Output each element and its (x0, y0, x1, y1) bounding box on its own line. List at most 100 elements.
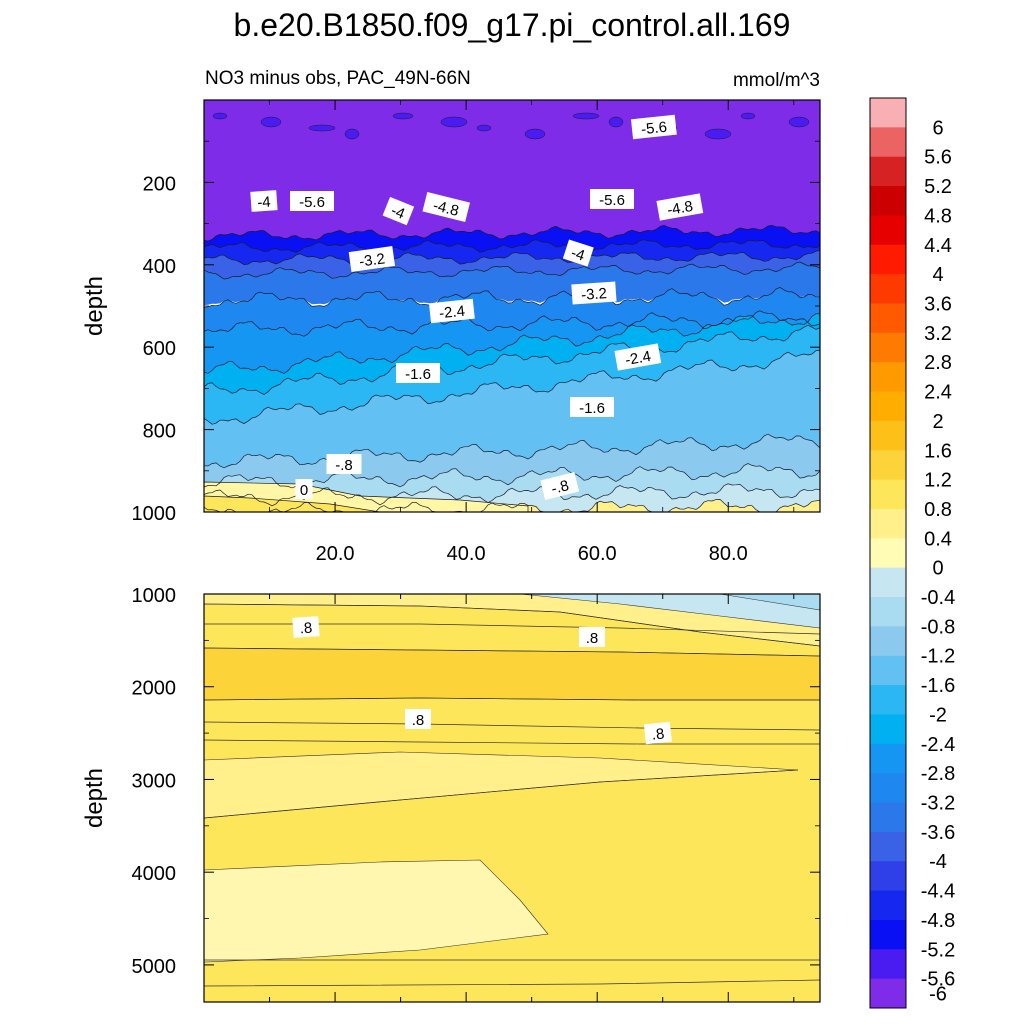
colorbar-label: 4.4 (924, 235, 952, 257)
colorbar-swatch (870, 714, 906, 745)
contour-line (203, 349, 821, 425)
colorbar-swatch (870, 773, 906, 804)
top-contour-fill (203, 100, 820, 513)
contour-band (204, 287, 820, 337)
contour-line (203, 721, 821, 731)
colorbar-swatch (870, 919, 906, 950)
contour-label: -.8 (326, 454, 362, 474)
svg-text:-4: -4 (569, 244, 587, 264)
contour-label: -3.2 (571, 281, 617, 305)
contour-label: -4 (382, 196, 415, 226)
svg-text:-3.2: -3.2 (581, 285, 608, 304)
svg-text:-4: -4 (388, 202, 407, 223)
contour-label: .8 (579, 627, 605, 647)
contour-band (203, 859, 549, 963)
y-tick-label: 3000 (132, 770, 177, 792)
colorbar-swatch (870, 186, 906, 216)
colorbar-label: -1.6 (921, 675, 955, 697)
bottom-axis-ticks: 1000 2000 3000 4000 5000 (132, 585, 820, 1002)
contour-label: -.8 (540, 472, 580, 500)
colorbar-swatch (870, 303, 906, 334)
contour-line (203, 239, 821, 253)
colorbar-label: -2 (929, 704, 947, 726)
contour-speckle (440, 116, 468, 128)
contour-band (204, 310, 820, 374)
svg-text:0: 0 (300, 482, 308, 499)
colorbar-swatch (870, 831, 906, 862)
colorbar-swatch (870, 861, 906, 892)
contour-label: -4.8 (422, 192, 471, 223)
svg-text:.8: .8 (586, 630, 599, 647)
x-tick-label: 60.0 (578, 543, 617, 565)
y-tick-label: 2000 (132, 678, 177, 700)
contour-label: -5.6 (630, 114, 677, 140)
contour-line (203, 739, 820, 745)
contour-line (203, 324, 821, 395)
contour-speckle (740, 112, 756, 120)
contour-band (204, 250, 820, 279)
colorbar-swatch (870, 890, 906, 921)
colorbar-swatch (870, 215, 906, 246)
contour-line (203, 261, 821, 280)
y-tick-label: 1000 (132, 585, 177, 607)
svg-text:-5.6: -5.6 (640, 119, 667, 139)
colorbar-label: 4.8 (924, 205, 952, 227)
colorbar-label: 0.8 (924, 499, 952, 521)
contour-band (204, 313, 820, 395)
colorbar-swatch (870, 362, 906, 393)
colorbar-label: -2.8 (921, 763, 955, 785)
svg-text:-3.2: -3.2 (358, 250, 386, 270)
svg-text:-5.6: -5.6 (599, 192, 625, 209)
svg-text:-1.6: -1.6 (405, 366, 431, 383)
contour-label: -2.4 (614, 343, 662, 371)
colorbar-swatch (870, 156, 906, 187)
colorbar-label: -3.2 (921, 793, 955, 815)
contour-speckle (260, 116, 282, 128)
colorbar-label: -3.6 (921, 822, 955, 844)
contour-label: -3.2 (348, 246, 396, 272)
contour-line (203, 287, 821, 308)
colorbar-label: 4 (932, 264, 943, 286)
colorbar-label: -5.6 (921, 969, 955, 991)
colorbar-swatch (870, 244, 906, 275)
colorbar-label: 2.8 (924, 352, 952, 374)
svg-text:-2.4: -2.4 (624, 348, 652, 369)
y-tick-label: 200 (143, 173, 176, 195)
colorbar-label: -2.4 (921, 734, 955, 756)
svg-text:-1.6: -1.6 (579, 400, 605, 417)
colorbar-label: -4 (929, 851, 947, 873)
contour-label: -4 (562, 239, 594, 267)
colorbar-swatch (870, 802, 906, 833)
contour-label: -5.6 (590, 189, 634, 209)
colorbar-label: 5.2 (924, 176, 952, 198)
colorbar-swatch (870, 508, 906, 539)
svg-text:-.8: -.8 (550, 477, 571, 498)
contour-line (203, 313, 821, 374)
contour-speckle (212, 112, 228, 120)
contour-band (204, 350, 820, 468)
colorbar-swatch (870, 450, 906, 481)
contour-label: -5.6 (290, 191, 334, 211)
subtitle-right: mmol/m^3 (733, 70, 820, 91)
contour-band (204, 434, 820, 488)
colorbar-swatch (870, 685, 906, 715)
contour-band (204, 225, 820, 253)
y-tick-label: 600 (143, 338, 176, 360)
top-contour-labels: -5.6 -4 -5.6 -4 -4.8 -5.6 -4.8 -3.2 -4 -3.2 -2.4 -2… (250, 114, 704, 500)
contour-speckle (788, 116, 810, 128)
contour-label: 0 (295, 479, 313, 499)
colorbar-swatch (870, 332, 906, 363)
contour-speckle (308, 124, 336, 132)
colorbar-frame (869, 97, 907, 1009)
svg-text:.8: .8 (412, 712, 425, 729)
y-tick-label: 5000 (132, 956, 177, 978)
colorbar-label: 2.4 (924, 382, 952, 404)
contour-label: .8 (405, 709, 431, 729)
colorbar-swatch (870, 538, 906, 569)
contour-line (203, 697, 820, 701)
contour-line (203, 499, 821, 513)
bottom-panel: 1000 2000 3000 4000 5000 .8 .8 .8 .8 depth (81, 585, 821, 1003)
